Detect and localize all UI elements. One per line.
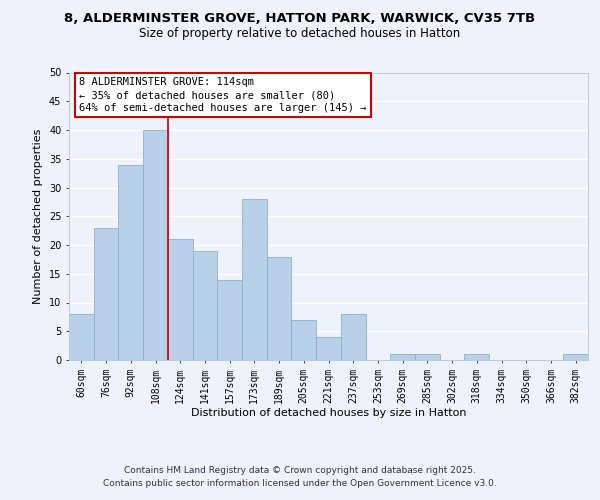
Text: Size of property relative to detached houses in Hatton: Size of property relative to detached ho… [139, 28, 461, 40]
Bar [69, 314, 94, 360]
Bar [193, 251, 217, 360]
Bar [168, 240, 193, 360]
Bar [563, 354, 588, 360]
Bar [415, 354, 440, 360]
Bar [118, 164, 143, 360]
Text: 8, ALDERMINSTER GROVE, HATTON PARK, WARWICK, CV35 7TB: 8, ALDERMINSTER GROVE, HATTON PARK, WARW… [64, 12, 536, 26]
Bar [94, 228, 118, 360]
Bar [341, 314, 365, 360]
Bar [242, 199, 267, 360]
Bar [267, 256, 292, 360]
Bar [217, 280, 242, 360]
X-axis label: Distribution of detached houses by size in Hatton: Distribution of detached houses by size … [191, 408, 466, 418]
Bar [464, 354, 489, 360]
Bar [143, 130, 168, 360]
Text: Contains HM Land Registry data © Crown copyright and database right 2025.
Contai: Contains HM Land Registry data © Crown c… [103, 466, 497, 487]
Text: 8 ALDERMINSTER GROVE: 114sqm
← 35% of detached houses are smaller (80)
64% of se: 8 ALDERMINSTER GROVE: 114sqm ← 35% of de… [79, 77, 367, 113]
Bar [390, 354, 415, 360]
Bar [316, 337, 341, 360]
Y-axis label: Number of detached properties: Number of detached properties [34, 128, 43, 304]
Bar [292, 320, 316, 360]
